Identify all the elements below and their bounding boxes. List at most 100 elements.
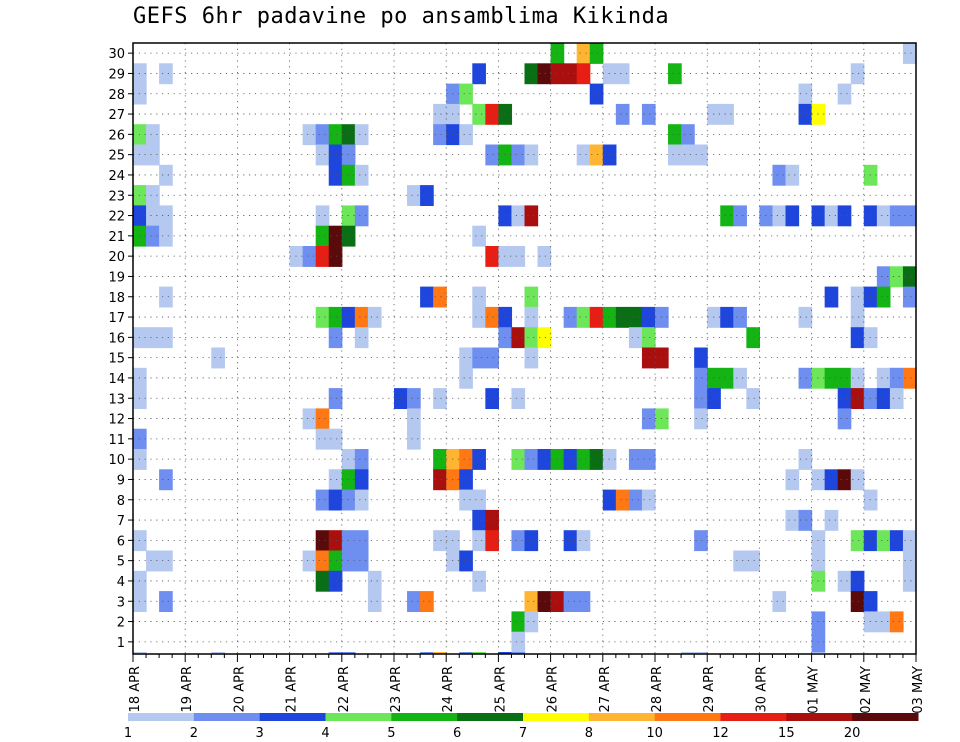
y-tick-label: 24 bbox=[108, 169, 125, 184]
data-cell bbox=[576, 306, 591, 328]
data-cell bbox=[159, 205, 173, 227]
data-cell bbox=[798, 306, 813, 328]
data-cell bbox=[315, 144, 330, 166]
data-cell bbox=[459, 469, 473, 491]
data-cell bbox=[485, 103, 499, 125]
data-cell bbox=[902, 570, 917, 592]
data-cell bbox=[302, 124, 317, 146]
x-tick-label: 24 APR bbox=[441, 666, 456, 712]
y-tick-label: 6 bbox=[117, 534, 125, 549]
data-cell bbox=[159, 550, 173, 572]
data-cell bbox=[367, 570, 382, 592]
y-tick-label: 21 bbox=[108, 230, 125, 245]
data-cell bbox=[511, 246, 526, 267]
data-cell bbox=[211, 347, 225, 369]
data-cell bbox=[889, 611, 904, 633]
data-cell bbox=[354, 449, 369, 470]
y-tick-label: 22 bbox=[108, 210, 125, 225]
data-cell bbox=[328, 530, 343, 552]
y-axis: 1234567891011121314151617181920212223242… bbox=[108, 47, 133, 651]
data-cell bbox=[563, 449, 578, 470]
legend-label: 5 bbox=[387, 726, 395, 741]
data-cell bbox=[472, 570, 486, 592]
legend-label: 10 bbox=[646, 726, 663, 741]
data-cell bbox=[563, 530, 578, 552]
data-cell bbox=[746, 550, 760, 572]
data-cell bbox=[485, 306, 499, 328]
data-cell bbox=[563, 306, 578, 328]
data-cell bbox=[420, 286, 434, 308]
data-cell bbox=[589, 43, 604, 64]
y-tick-label: 3 bbox=[117, 595, 125, 610]
data-cell bbox=[889, 205, 904, 227]
data-cell bbox=[837, 367, 852, 389]
data-cell bbox=[537, 63, 552, 85]
x-tick-label: 26 APR bbox=[546, 666, 561, 712]
data-cell bbox=[641, 347, 656, 369]
data-cell bbox=[733, 205, 747, 227]
data-cell bbox=[354, 550, 369, 572]
data-cell bbox=[668, 124, 682, 146]
data-cell bbox=[902, 205, 917, 227]
data-cell bbox=[328, 164, 343, 186]
data-cell bbox=[315, 124, 330, 146]
data-cell bbox=[576, 591, 591, 612]
data-cell bbox=[159, 63, 173, 85]
data-cell bbox=[524, 591, 539, 612]
data-cell bbox=[511, 652, 526, 654]
data-cell bbox=[367, 591, 382, 612]
data-cell bbox=[563, 591, 578, 612]
data-cell bbox=[485, 246, 499, 267]
data-cell bbox=[615, 306, 630, 328]
data-cell bbox=[315, 550, 330, 572]
data-cell bbox=[498, 652, 513, 654]
data-cell bbox=[524, 144, 539, 166]
y-tick-label: 28 bbox=[108, 88, 125, 103]
data-cell bbox=[694, 652, 708, 654]
data-cell bbox=[459, 347, 473, 369]
legend-swatch bbox=[588, 713, 656, 721]
data-cell bbox=[850, 388, 865, 409]
data-cell bbox=[889, 530, 904, 552]
data-cell bbox=[772, 591, 787, 612]
data-cell bbox=[524, 449, 539, 470]
data-cell bbox=[315, 408, 330, 430]
data-cell bbox=[328, 550, 343, 572]
data-cell bbox=[850, 367, 865, 389]
data-cell bbox=[785, 164, 800, 186]
data-cell bbox=[472, 489, 486, 511]
legend-swatch bbox=[259, 713, 326, 721]
data-cell bbox=[746, 327, 760, 349]
data-cell bbox=[563, 63, 578, 85]
legend-label: 8 bbox=[585, 726, 593, 741]
data-cell bbox=[628, 449, 643, 470]
data-cell bbox=[459, 83, 473, 105]
data-cell bbox=[433, 530, 447, 552]
data-cell bbox=[837, 408, 852, 430]
legend-label: 3 bbox=[256, 726, 264, 741]
data-cell bbox=[668, 144, 682, 166]
data-cell bbox=[628, 306, 643, 328]
data-cell bbox=[315, 306, 330, 328]
data-cell bbox=[876, 286, 891, 308]
data-cell bbox=[694, 367, 708, 389]
data-cell bbox=[302, 550, 317, 572]
legend-label: 12 bbox=[712, 726, 729, 741]
legend-label: 4 bbox=[321, 726, 329, 741]
x-tick-label: 19 APR bbox=[180, 666, 195, 712]
data-cell bbox=[146, 185, 160, 206]
data-cell bbox=[433, 103, 447, 125]
data-cell bbox=[837, 83, 852, 105]
data-cell bbox=[328, 246, 343, 267]
data-cell bbox=[146, 225, 160, 247]
data-cell bbox=[472, 103, 486, 125]
data-cell bbox=[785, 509, 800, 531]
y-tick-label: 8 bbox=[117, 494, 125, 509]
y-tick-label: 18 bbox=[108, 291, 125, 306]
data-cell bbox=[472, 63, 486, 85]
x-tick-label: 25 APR bbox=[493, 666, 508, 712]
data-cell bbox=[328, 652, 343, 654]
data-cell bbox=[328, 124, 343, 146]
x-tick-label: 20 APR bbox=[232, 666, 247, 712]
data-cell bbox=[472, 306, 486, 328]
